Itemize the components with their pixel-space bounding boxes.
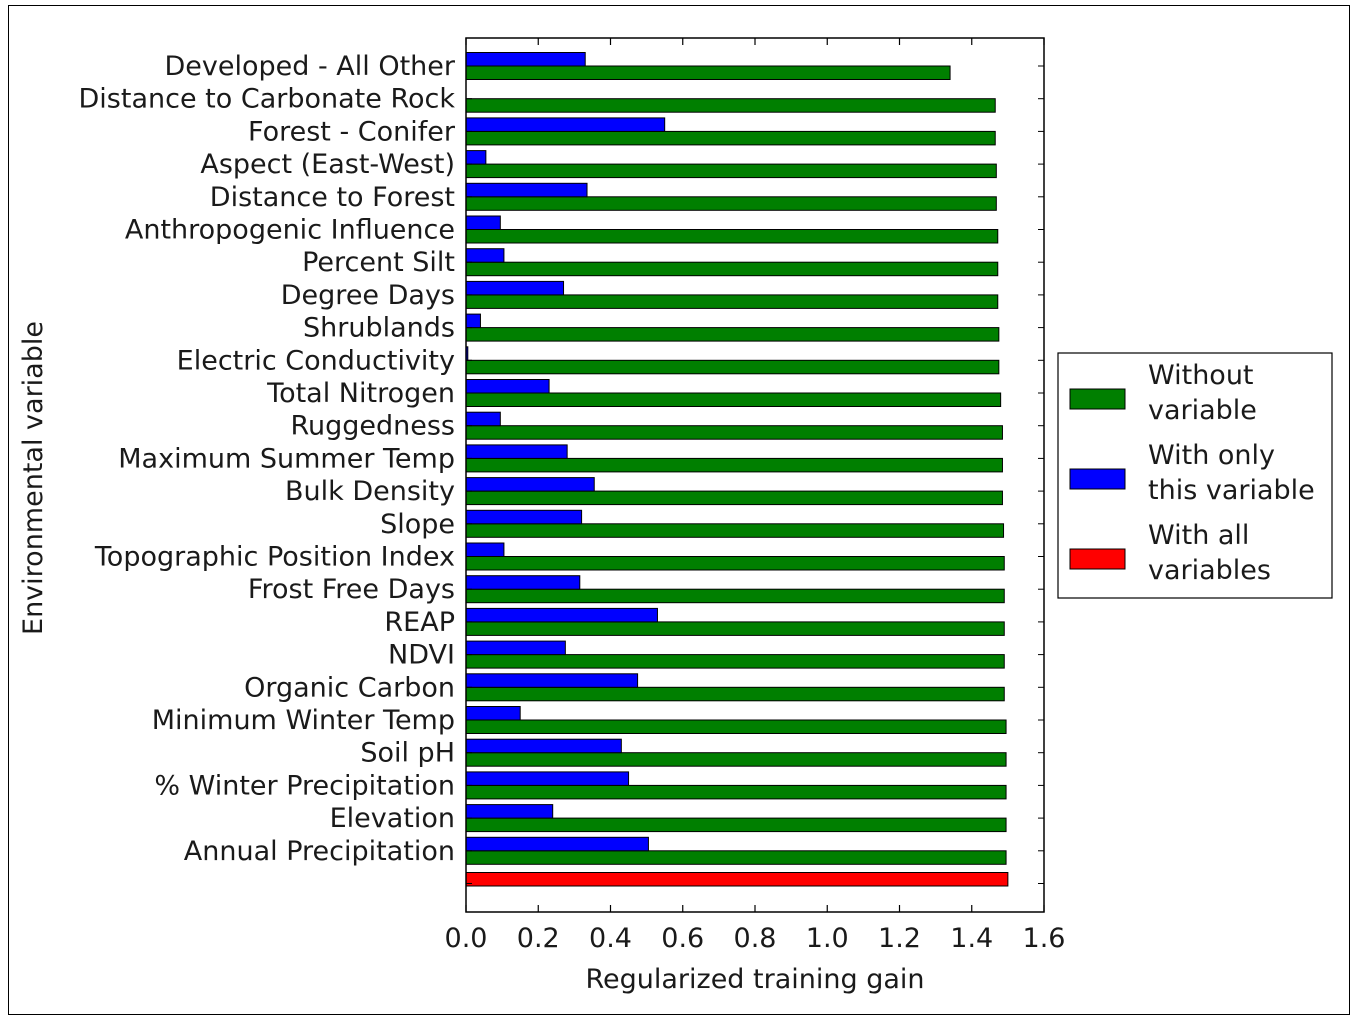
legend-label-line1-0: Without [1148, 360, 1254, 391]
category-label-5: Anthropogenic Influence [125, 215, 455, 246]
bar-without-variable-4 [465, 196, 997, 211]
bar-only-this-variable-22 [465, 771, 630, 786]
legend-label-line1-1: With only [1148, 440, 1275, 471]
bar-without-variable-2 [465, 130, 996, 146]
category-label-1: Distance to Carbonate Rock [79, 84, 456, 115]
bar-without-variable-23 [465, 817, 1007, 833]
bar-only-this-variable-11 [465, 411, 501, 427]
category-label-15: Topographic Position Index [94, 542, 455, 573]
legend-swatch-2 [1069, 548, 1126, 570]
bar-without-variable-22 [465, 784, 1007, 800]
category-label-23: Elevation [330, 803, 455, 834]
bar-only-this-variable-15 [465, 542, 505, 557]
category-label-12: Maximum Summer Temp [118, 443, 455, 474]
bar-without-variable-18 [465, 654, 1005, 669]
x-tick-label-6: 1.2 [878, 923, 921, 954]
bar-without-variable-12 [465, 457, 1003, 473]
legend-label-line1-2: With all [1148, 520, 1249, 551]
category-label-20: Minimum Winter Temp [152, 705, 455, 736]
bar-only-this-variable-23 [465, 804, 554, 819]
bar-only-this-variable-10 [465, 379, 550, 394]
bar-without-variable-15 [465, 556, 1005, 571]
category-label-21: Soil pH [360, 738, 455, 769]
x-tick-label-8: 1.6 [1023, 923, 1066, 954]
bar-only-this-variable-21 [465, 738, 622, 754]
bar-only-this-variable-5 [465, 215, 501, 230]
x-tick-label-0: 0.0 [445, 923, 488, 954]
bar-without-variable-16 [465, 588, 1005, 604]
bar-without-variable-0 [465, 65, 951, 80]
bar-only-this-variable-6 [465, 248, 505, 263]
x-tick-label-4: 0.8 [734, 923, 777, 954]
bar-without-variable-19 [465, 686, 1005, 702]
x-tick-label-7: 1.4 [950, 923, 993, 954]
bar-without-variable-10 [465, 392, 1002, 407]
bar-only-this-variable-0 [465, 52, 586, 67]
bar-without-variable-24 [465, 850, 1007, 865]
bar-only-this-variable-14 [465, 509, 583, 525]
bar-without-variable-11 [465, 425, 1003, 440]
bar-only-this-variable-20 [465, 706, 521, 721]
bar-without-variable-9 [465, 359, 1000, 375]
category-label-4: Distance to Forest [210, 182, 455, 213]
x-tick-label-1: 0.2 [517, 923, 560, 954]
x-tick-label-2: 0.4 [589, 923, 632, 954]
category-label-7: Degree Days [281, 280, 455, 311]
bar-without-variable-20 [465, 719, 1007, 734]
x-axis-ticks: 0.0 0.2 0.4 0.6 0.8 1.0 1.2 1.4 1.6 [445, 38, 1066, 954]
category-label-9: Electric Conductivity [177, 345, 455, 376]
category-label-16: Frost Free Days [248, 574, 455, 605]
y-axis-label: Environmental variable [18, 321, 49, 635]
bar-only-this-variable-16 [465, 575, 581, 590]
category-label-0: Developed - All Other [164, 51, 455, 82]
category-label-2: Forest - Conifer [248, 116, 456, 147]
category-label-13: Bulk Density [285, 476, 455, 507]
bar-without-variable-7 [465, 294, 999, 309]
bar-only-this-variable-19 [465, 673, 639, 688]
category-label-19: Organic Carbon [244, 672, 455, 703]
bar-only-this-variable-17 [465, 607, 658, 623]
legend-label-line2-2: variables [1148, 555, 1271, 586]
x-tick-label-3: 0.6 [661, 923, 704, 954]
bar-without-variable-17 [465, 621, 1005, 636]
bar-only-this-variable-18 [465, 640, 566, 656]
bar-only-this-variable-3 [465, 150, 487, 165]
bar-without-variable-6 [465, 261, 999, 277]
bar-only-this-variable-2 [465, 117, 666, 132]
category-label-3: Aspect (East-West) [200, 149, 455, 180]
category-label-22: % Winter Precipitation [154, 770, 455, 801]
bar-without-variable-8 [465, 327, 1000, 342]
legend-swatch-1 [1069, 468, 1126, 490]
category-label-18: NDVI [388, 640, 455, 671]
bar-only-this-variable-24 [465, 836, 649, 852]
bar-only-this-variable-7 [465, 280, 565, 296]
bar-without-variable-1 [465, 98, 996, 113]
category-label-8: Shrublands [303, 313, 455, 344]
legend: Without variable With only this variable Wit… [1057, 352, 1333, 599]
bar-without-variable-13 [465, 490, 1003, 506]
category-label-24: Annual Precipitation [184, 836, 455, 867]
category-label-6: Percent Silt [302, 247, 455, 278]
bar-without-variable-5 [465, 229, 999, 244]
category-label-17: REAP [384, 607, 455, 638]
bar-only-this-variable-8 [465, 313, 481, 329]
bars-layer [465, 52, 1009, 887]
bar-without-variable-21 [465, 752, 1007, 767]
legend-swatch-0 [1069, 388, 1126, 410]
x-tick-label-5: 1.0 [806, 923, 849, 954]
legend-label-line2-1: this variable [1148, 475, 1315, 506]
x-axis-label: Regularized training gain [585, 964, 924, 995]
bar-without-variable-14 [465, 523, 1005, 538]
category-label-14: Slope [380, 509, 455, 540]
bar-only-this-variable-13 [465, 477, 595, 492]
bar-only-this-variable-4 [465, 182, 588, 198]
bar-without-variable-3 [465, 163, 997, 179]
category-label-10: Total Nitrogen [266, 378, 455, 409]
legend-label-line2-0: variable [1148, 395, 1257, 426]
category-label-11: Ruggedness [290, 411, 455, 442]
bar-only-this-variable-12 [465, 444, 568, 459]
bar-all-variables [465, 872, 1009, 887]
